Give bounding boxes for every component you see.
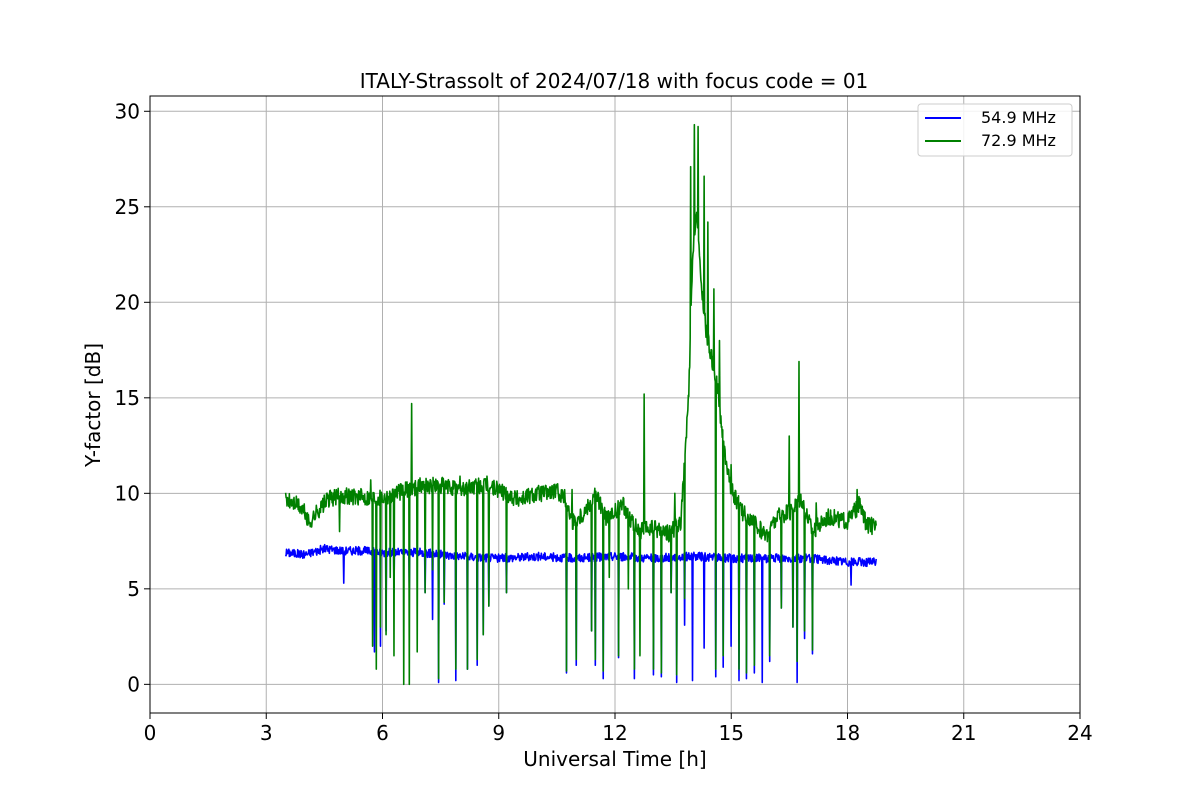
series-line-54-9-mhz [284,543,877,684]
x-tick-label: 12 [602,721,627,745]
y-tick-label: 25 [115,195,140,219]
series-line-72-9-mhz [284,123,877,686]
y-tick-label: 10 [115,481,140,505]
x-axis-label: Universal Time [h] [523,747,706,771]
x-tick-label: 15 [719,721,744,745]
y-tick-label: 20 [115,290,140,314]
legend-label-54-9-mhz: 54.9 MHz [981,108,1056,127]
y-axis-label: Y-factor [dB] [81,343,105,468]
series-lines [284,123,877,686]
chart-title: ITALY-Strassolt of 2024/07/18 with focus… [360,69,869,93]
x-tick-label: 21 [951,721,976,745]
x-tick-label: 18 [835,721,860,745]
axis-ticks: 0 3 6 9 12 15 18 21 24 0 5 10 15 20 25 30 [115,99,1093,745]
legend-label-72-9-mhz: 72.9 MHz [981,131,1056,150]
y-tick-label: 30 [115,99,140,123]
y-tick-label: 0 [127,672,140,696]
legend: 54.9 MHz 72.9 MHz [917,103,1073,157]
y-tick-label: 15 [115,386,140,410]
x-tick-label: 6 [376,721,389,745]
x-tick-label: 9 [492,721,505,745]
y-tick-label: 5 [127,577,140,601]
x-tick-label: 0 [144,721,157,745]
x-tick-label: 24 [1067,721,1092,745]
x-tick-label: 3 [260,721,273,745]
